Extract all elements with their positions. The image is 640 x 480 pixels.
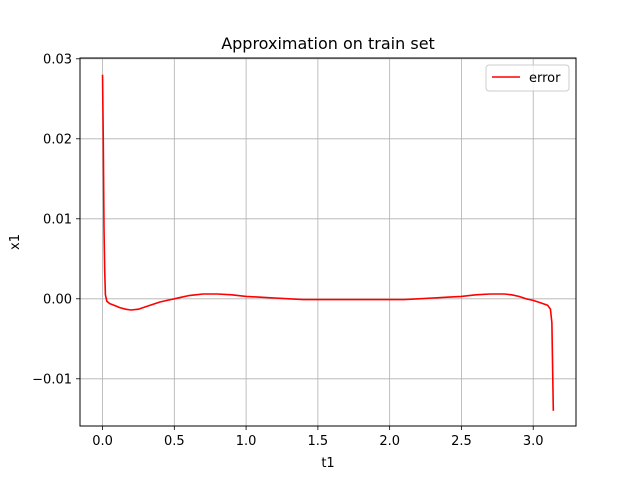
x-tick-label: 2.5	[451, 434, 472, 449]
y-tick-label: 0.02	[43, 132, 72, 147]
grid	[80, 58, 576, 426]
chart-title: Approximation on train set	[221, 34, 435, 53]
y-axis-ticks: −0.01 0.00 0.01 0.02 0.03	[32, 52, 80, 387]
x-tick-label: 0.0	[92, 434, 113, 449]
plot-frame	[79, 57, 577, 427]
x-tick-label: 3.0	[523, 434, 544, 449]
legend-box	[485, 64, 570, 92]
y-tick-label: 0.03	[43, 52, 72, 67]
y-tick-label: −0.01	[32, 372, 72, 387]
series-line-error	[101, 74, 555, 411]
x-axis-label: t1	[321, 456, 334, 471]
y-tick-label: 0.01	[43, 212, 72, 227]
legend: error	[485, 64, 570, 92]
y-tick-label: 0.00	[43, 292, 72, 307]
series-layer	[101, 74, 555, 411]
x-tick-label: 1.5	[308, 434, 329, 449]
y-axis-label: x1	[8, 234, 23, 250]
x-axis-ticks: 0.0 0.5 1.0 1.5 2.0 2.5 3.0	[92, 426, 544, 449]
legend-label-error: error	[529, 71, 561, 86]
x-tick-label: 0.5	[164, 434, 185, 449]
x-tick-label: 2.0	[379, 434, 400, 449]
x-tick-label: 1.0	[236, 434, 257, 449]
